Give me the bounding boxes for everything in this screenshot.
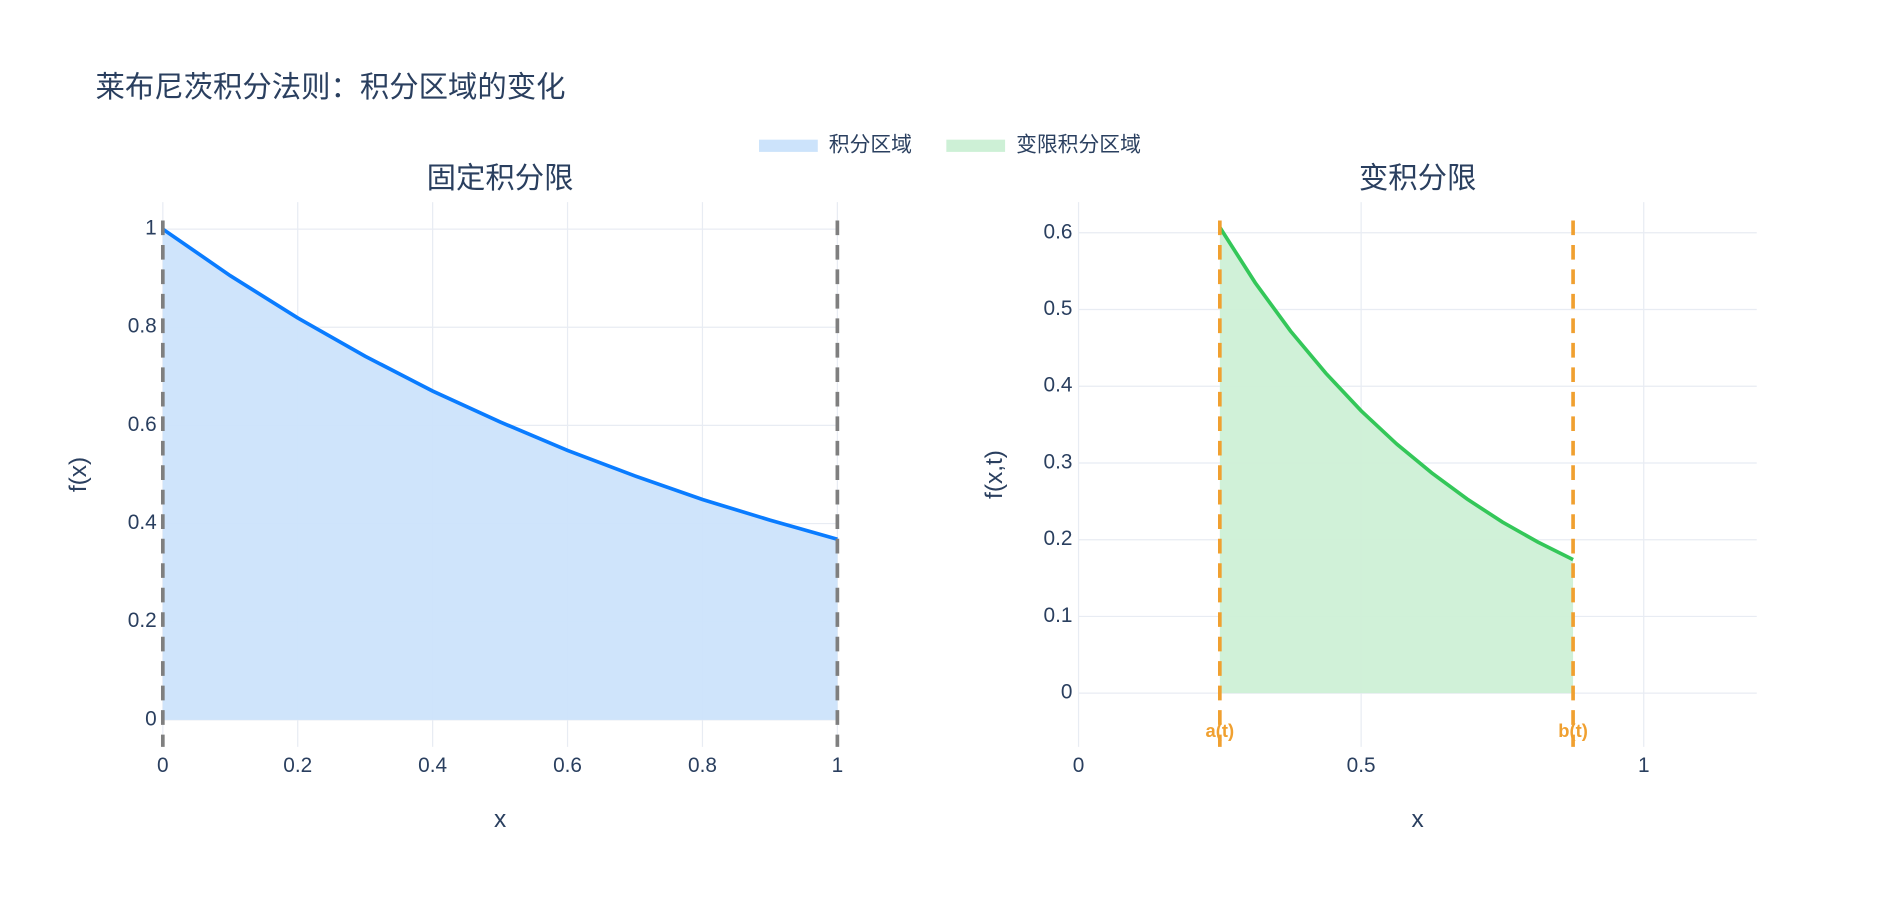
- area-fill: [1219, 227, 1574, 694]
- x-tick-label: 1: [832, 754, 844, 777]
- line: [1218, 226, 1574, 562]
- y-tick-label: 1: [145, 217, 157, 240]
- y-tick-label: 0.1: [1044, 604, 1073, 627]
- y-tick-label: 0.2: [1044, 527, 1073, 550]
- x-tick-label: 0.5: [1347, 754, 1376, 777]
- legend-label: 变限积分区域: [1016, 133, 1141, 156]
- x-axis-title: x: [1412, 806, 1424, 833]
- y-tick-label: 0.6: [1044, 220, 1073, 243]
- x-tick-label: 0.8: [688, 754, 717, 777]
- y-tick-label: 0: [1061, 681, 1073, 704]
- x-axis-title: x: [494, 806, 506, 833]
- x-tick-label: 1: [1638, 754, 1650, 777]
- y-tick-label: 0.3: [1044, 450, 1073, 473]
- x-tick-label: 0: [1073, 754, 1085, 777]
- y-tick-label: 0.8: [128, 315, 157, 338]
- x-tick-label: 0.4: [418, 754, 447, 777]
- line: [161, 227, 838, 542]
- legend-swatch: [946, 139, 1006, 152]
- y-axis-title: f(x): [65, 457, 92, 492]
- page-title: 莱布尼茨积分法则：积分区域的变化: [95, 71, 565, 104]
- y-tick-label: 0.6: [128, 413, 157, 436]
- y-tick-label: 0.4: [1044, 374, 1073, 397]
- y-tick-label: 0: [145, 707, 157, 730]
- legend-swatch: [759, 139, 818, 152]
- bound-label: b(t): [1558, 720, 1588, 741]
- y-axis-title: f(x,t): [981, 450, 1008, 499]
- subplot-title: 固定积分限: [427, 162, 574, 195]
- y-tick-label: 0.5: [1044, 297, 1073, 320]
- y-tick-label: 0.2: [128, 609, 157, 632]
- x-tick-label: 0.6: [553, 754, 582, 777]
- bound-label: a(t): [1206, 720, 1235, 741]
- area-fill: [162, 229, 838, 720]
- x-tick-label: 0.2: [283, 754, 312, 777]
- y-tick-label: 0.4: [128, 511, 157, 534]
- legend-label: 积分区域: [829, 133, 912, 156]
- x-tick-label: 0: [157, 754, 169, 777]
- subplot-title: 变积分限: [1359, 162, 1477, 195]
